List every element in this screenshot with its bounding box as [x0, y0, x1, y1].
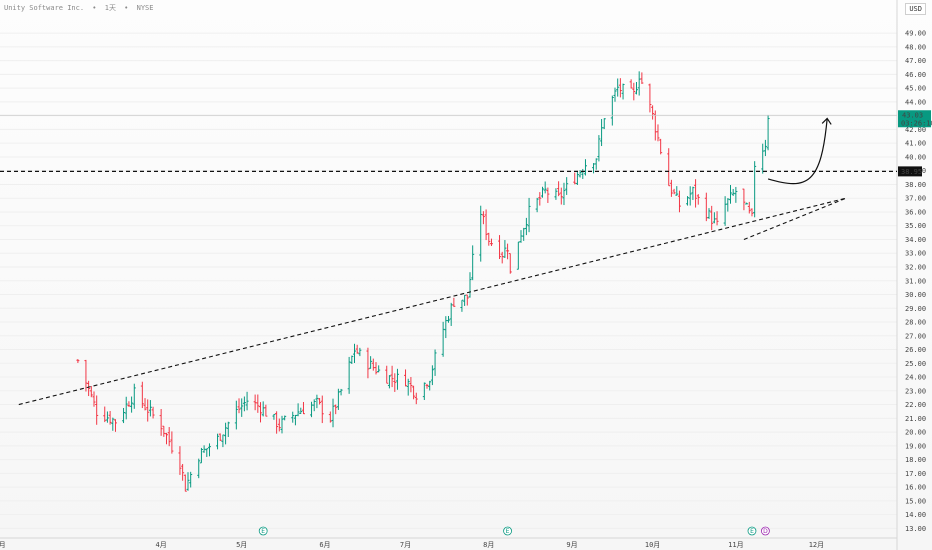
y-tick-label: 49.00 — [905, 30, 926, 38]
interval-label[interactable]: 1天 — [104, 4, 116, 12]
x-tick-label: 3月 — [0, 541, 6, 549]
y-tick-label: 16.00 — [905, 484, 926, 492]
y-tick-label: 21.00 — [905, 415, 926, 423]
y-tick-label: 17.00 — [905, 470, 926, 478]
event-marker[interactable] — [747, 526, 757, 536]
y-tick-label: 45.00 — [905, 85, 926, 93]
event-marker-label: E — [261, 528, 265, 535]
chart-header: Unity Software Inc. • 1天 • NYSE — [4, 3, 157, 13]
x-tick-label: 8月 — [483, 541, 494, 549]
y-tick-label: 40.00 — [905, 153, 926, 161]
y-tick-label: 47.00 — [905, 57, 926, 65]
event-marker[interactable] — [258, 526, 268, 536]
bar-countdown: 03:26:10 — [901, 119, 932, 127]
y-tick-label: 23.00 — [905, 387, 926, 395]
projection-arrowhead — [821, 117, 832, 125]
x-tick-label: 12月 — [809, 541, 824, 549]
x-tick-label: 6月 — [319, 541, 330, 549]
x-tick-label: 9月 — [566, 541, 577, 549]
x-tick-label: 5月 — [236, 541, 247, 549]
projection-arrow[interactable] — [767, 118, 828, 185]
x-tick-label: 11月 — [728, 541, 743, 549]
y-tick-label: 38.00 — [905, 181, 926, 189]
event-marker-label: E — [506, 528, 510, 535]
y-tick-label: 15.00 — [905, 497, 926, 505]
exchange-label: NYSE — [136, 4, 154, 12]
x-tick-label: 10月 — [645, 541, 660, 549]
y-tick-label: 22.00 — [905, 401, 926, 409]
trendline[interactable] — [743, 197, 847, 240]
y-tick-label: 25.00 — [905, 360, 926, 368]
level-price-badge — [898, 166, 922, 177]
y-tick-label: 42.00 — [905, 126, 926, 134]
y-tick-label: 37.00 — [905, 195, 926, 203]
y-tick-label: 18.00 — [905, 456, 926, 464]
y-tick-label: 34.00 — [905, 236, 926, 244]
y-tick-label: 32.00 — [905, 263, 926, 271]
y-tick-label: 36.00 — [905, 208, 926, 216]
y-tick-label: 26.00 — [905, 346, 926, 354]
y-tick-label: 35.00 — [905, 222, 926, 230]
level-price-value: 38.95 — [901, 168, 922, 176]
y-tick-label: 31.00 — [905, 277, 926, 285]
trendline[interactable] — [18, 197, 847, 406]
y-tick-label: 33.00 — [905, 250, 926, 258]
event-marker-label: E — [750, 528, 754, 535]
y-tick-label: 46.00 — [905, 71, 926, 79]
y-tick-label: 24.00 — [905, 374, 926, 382]
y-tick-label: 44.00 — [905, 98, 926, 106]
x-tick-label: 4月 — [156, 541, 167, 549]
symbol-name[interactable]: Unity Software Inc. — [4, 4, 85, 12]
y-tick-label: 30.00 — [905, 291, 926, 299]
last-price-badge — [898, 110, 931, 128]
event-marker[interactable] — [503, 526, 512, 536]
header-separator: • — [92, 4, 97, 12]
y-tick-label: 20.00 — [905, 429, 926, 437]
y-tick-label: 13.00 — [905, 525, 926, 533]
event-marker-label: D — [763, 528, 768, 535]
y-tick-label: 48.00 — [905, 43, 926, 51]
y-tick-label: 19.00 — [905, 442, 926, 450]
x-tick-label: 7月 — [400, 541, 411, 549]
y-tick-label: 29.00 — [905, 305, 926, 313]
y-tick-label: 27.00 — [905, 332, 926, 340]
last-price-value: 43.03 — [902, 111, 923, 119]
event-marker[interactable] — [761, 526, 770, 536]
header-separator: • — [124, 4, 129, 12]
y-tick-label: 41.00 — [905, 140, 926, 148]
y-tick-label: 28.00 — [905, 319, 926, 327]
y-tick-label: 14.00 — [905, 511, 926, 519]
currency-button[interactable]: USD — [905, 3, 926, 15]
